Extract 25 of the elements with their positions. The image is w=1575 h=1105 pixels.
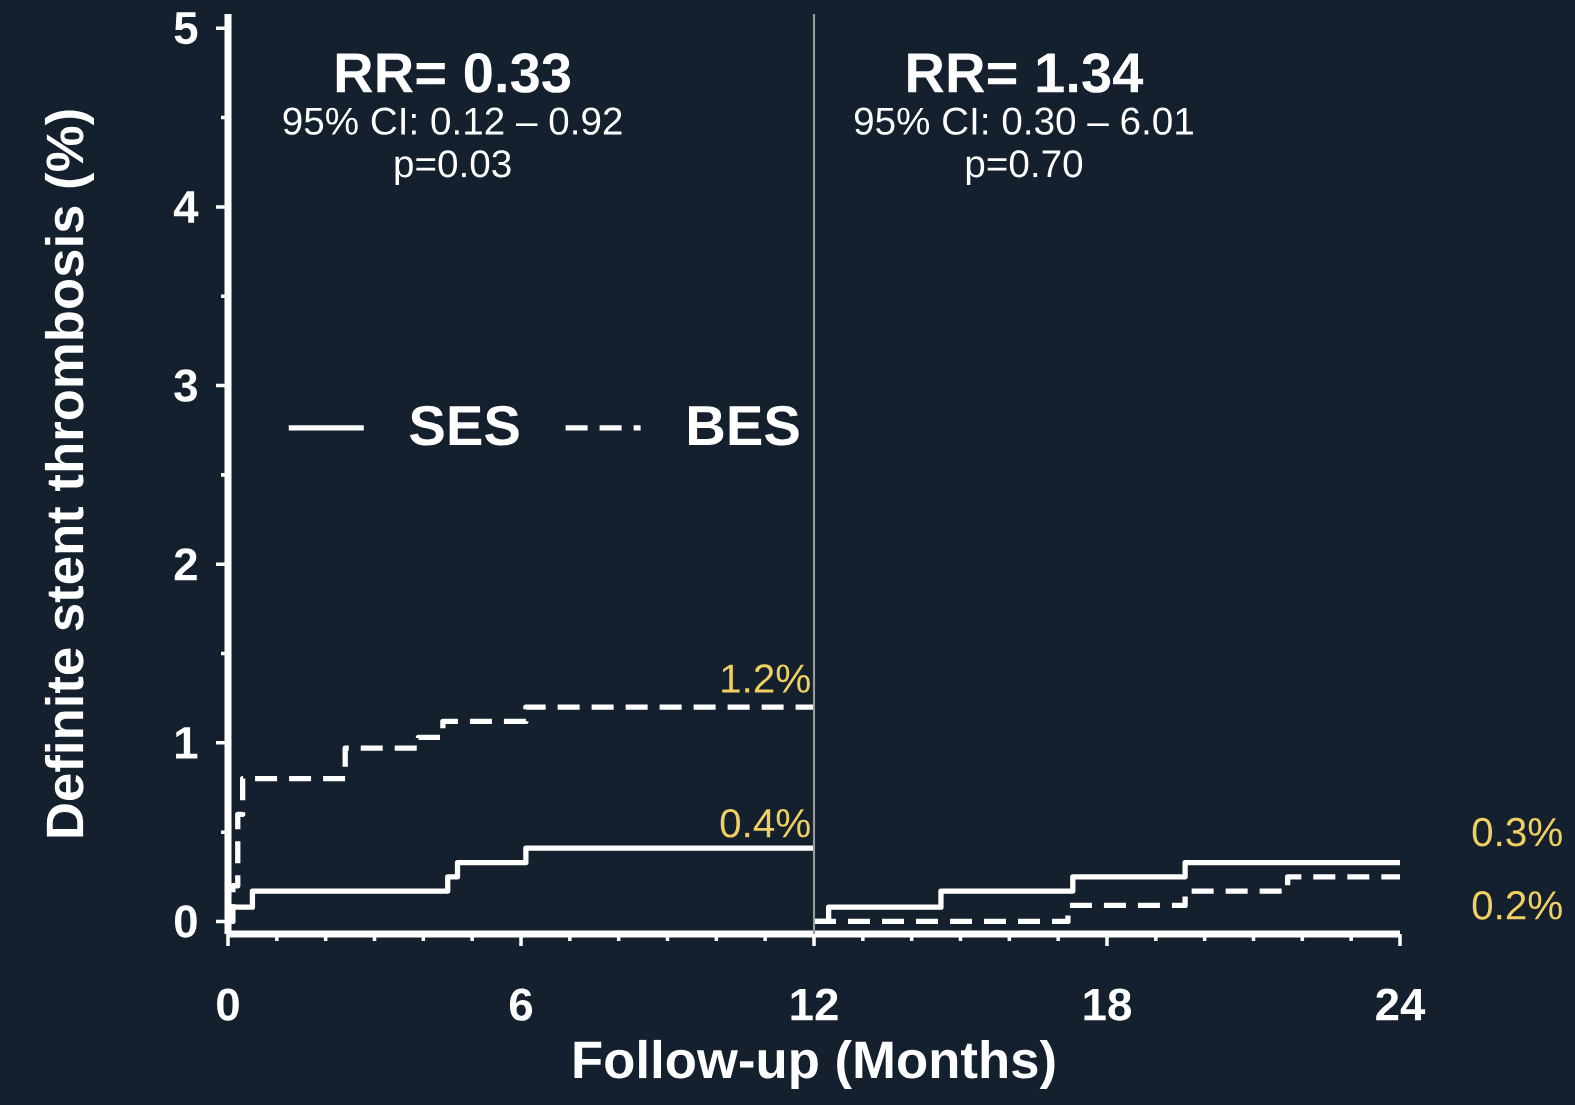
- legend-label: BES: [689, 405, 799, 446]
- annotation: p=0.70: [966, 150, 1083, 186]
- annotation: 1.2%: [722, 664, 810, 693]
- annotation: RR= 0.33: [336, 53, 571, 93]
- x-tick-label: 12: [791, 988, 838, 1021]
- y-tick-label: 5: [174, 12, 198, 45]
- x-axis-title: Follow-up (Months): [574, 1039, 1055, 1089]
- x-tick-label: 24: [1376, 988, 1426, 1021]
- y-tick-label: 0: [175, 905, 197, 938]
- y-tick-label: 2: [174, 548, 197, 581]
- text: 0.3%: [1472, 817, 1562, 847]
- annotation: 95% CI: 0.12 – 0.92: [283, 107, 622, 135]
- x-tick-label: 18: [1084, 988, 1132, 1021]
- text: 0.2%: [1472, 891, 1562, 920]
- annotation: 95% CI: 0.30 – 6.01: [854, 107, 1193, 135]
- legend-label: SES: [410, 405, 519, 446]
- x-tick-label: 6: [509, 988, 533, 1021]
- x-tick-label: 0: [217, 988, 239, 1021]
- annotation: 0.4%: [720, 808, 810, 838]
- y-tick-label: 3: [174, 369, 197, 402]
- y-axis-title: Definite stent thrombosis (%): [44, 110, 95, 837]
- y-tick-label: 4: [173, 191, 199, 223]
- annotation: p=0.03: [395, 150, 511, 186]
- annotation: RR= 1.34: [908, 53, 1144, 93]
- y-tick-label: 1: [176, 727, 198, 759]
